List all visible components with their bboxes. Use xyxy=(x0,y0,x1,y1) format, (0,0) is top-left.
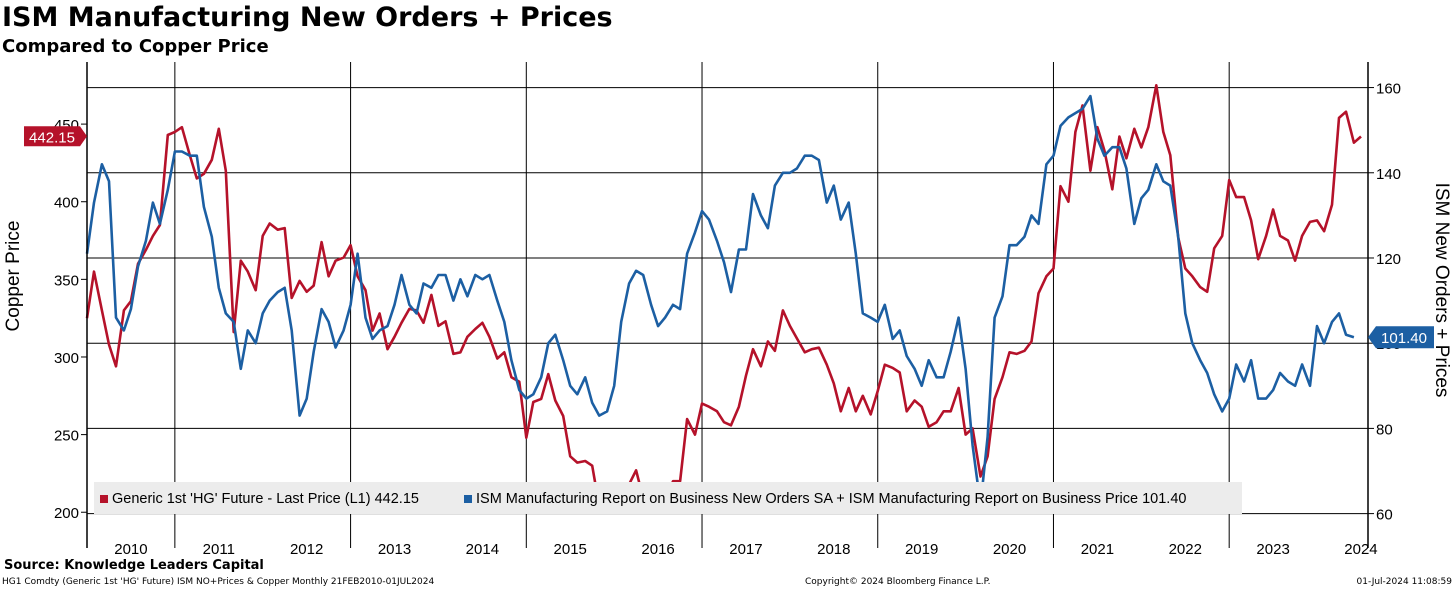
source-note: Source: Knowledge Leaders Capital xyxy=(4,558,264,573)
x-tick-label: 2018 xyxy=(817,541,850,558)
legend-label-copper: Generic 1st 'HG' Future - Last Price (L1… xyxy=(112,491,419,507)
tag-shape-ism xyxy=(1368,326,1434,349)
x-tick-label: 2019 xyxy=(905,541,938,558)
y-tick-label-right: 140 xyxy=(1376,166,1401,183)
legend-label-ism: ISM Manufacturing Report on Business New… xyxy=(476,491,1187,507)
y-tick-label-left: 400 xyxy=(54,195,79,212)
series-line-copper xyxy=(85,84,1362,508)
series-lines xyxy=(85,84,1362,508)
x-tick-label: 2017 xyxy=(729,541,762,558)
footer-series-info: HG1 Comdty (Generic 1st 'HG' Future) ISM… xyxy=(2,577,435,587)
chart-subtitle: Compared to Copper Price xyxy=(2,36,269,57)
y-tick-label-right: 80 xyxy=(1376,421,1393,438)
x-tick-label: 2011 xyxy=(203,541,235,558)
x-tick-label: 2016 xyxy=(641,541,674,558)
y-axis-label-right: ISM New Orders + Prices xyxy=(1431,183,1452,398)
x-tick-label: 2015 xyxy=(554,541,587,558)
legend-swatch-ism xyxy=(464,495,472,503)
x-tick-label: 2024 xyxy=(1344,541,1377,558)
x-tick-label: 2023 xyxy=(1256,541,1289,558)
x-tick-label: 2010 xyxy=(114,541,147,558)
series-line-ism xyxy=(85,94,1355,507)
y-tick-label-left: 250 xyxy=(54,428,79,445)
y-tick-label-right: 120 xyxy=(1376,251,1401,268)
y-tick-label-left: 200 xyxy=(54,505,79,522)
footer-copyright: Copyright© 2024 Bloomberg Finance L.P. xyxy=(805,577,991,587)
tag-label-copper: 442.15 xyxy=(29,129,75,146)
tag-label-ism: 101.40 xyxy=(1381,330,1427,347)
y-tick-label-left: 350 xyxy=(54,272,79,289)
x-tick-label: 2021 xyxy=(1081,541,1114,558)
grid-lines xyxy=(87,62,1368,548)
legend-swatch-copper xyxy=(100,495,108,503)
legend: Generic 1st 'HG' Future - Last Price (L1… xyxy=(94,482,1242,514)
last-value-tag-ism: 101.40 xyxy=(1368,326,1434,349)
legend-item-ism: ISM Manufacturing Report on Business New… xyxy=(464,491,1186,507)
y-tick-label-left: 300 xyxy=(54,350,79,367)
last-value-tags: 442.15 101.40 xyxy=(24,126,1434,349)
x-tick-label: 2020 xyxy=(993,541,1026,558)
footer-timestamp: 01-Jul-2024 11:08:59 xyxy=(1356,577,1453,587)
chart-title: ISM Manufacturing New Orders + Prices xyxy=(2,2,613,33)
y-axis-label-left: Copper Price xyxy=(3,221,24,332)
x-tick-label: 2012 xyxy=(290,541,323,558)
x-tick-label: 2022 xyxy=(1169,541,1202,558)
y-tick-label-right: 60 xyxy=(1376,507,1393,524)
x-tick-label: 2014 xyxy=(466,541,499,558)
y-tick-label-right: 160 xyxy=(1376,81,1401,98)
last-value-tag-copper: 442.15 xyxy=(24,126,87,147)
tag-shape-copper xyxy=(24,126,87,147)
legend-item-copper: Generic 1st 'HG' Future - Last Price (L1… xyxy=(100,491,419,507)
x-tick-label: 2013 xyxy=(378,541,411,558)
